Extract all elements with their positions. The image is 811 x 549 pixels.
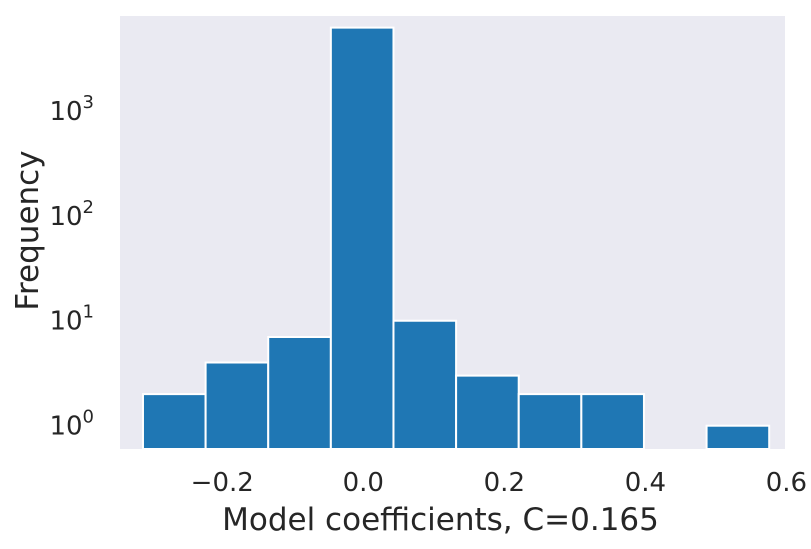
y-axis-label: Frequency (10, 150, 46, 310)
histogram-bar-9 (705, 424, 771, 450)
x-axis-label: Model coefficients, C=0.165 (222, 502, 659, 538)
histogram-bar-7 (580, 393, 645, 450)
histogram-bar-2 (267, 336, 332, 450)
y-tick-label: 102 (49, 197, 94, 232)
histogram-bar-1 (204, 361, 270, 451)
y-tick-labels: 100 101 102 103 (49, 92, 94, 442)
histogram-bar-6 (517, 393, 583, 450)
x-tick-label: 0.0 (343, 468, 384, 498)
histogram-bar-0 (141, 393, 207, 450)
y-tick-label: 103 (49, 92, 94, 127)
x-tick-label: 0.4 (625, 468, 666, 498)
histogram-bar-4 (392, 319, 458, 450)
x-tick-label: 0.6 (766, 468, 807, 498)
x-tick-labels: −0.2 0.0 0.2 0.4 0.6 (191, 468, 807, 498)
bars-group (141, 26, 771, 451)
y-tick-label: 101 (49, 302, 94, 337)
x-tick-label: 0.2 (484, 468, 525, 498)
histogram-bar-5 (455, 374, 520, 450)
histogram-bar-3 (329, 26, 395, 450)
x-tick-label: −0.2 (191, 468, 254, 498)
y-tick-label: 100 (49, 407, 94, 442)
